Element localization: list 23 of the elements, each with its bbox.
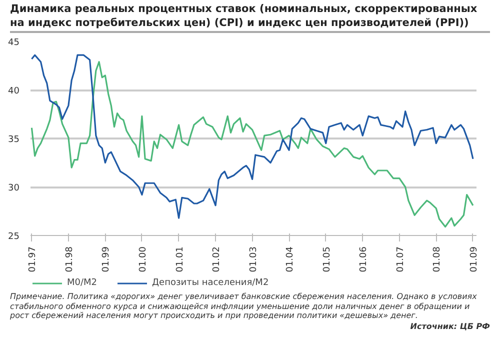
x-tick-label: 01.05: [322, 246, 332, 273]
x-tick-label: 01.08: [432, 246, 443, 273]
x-tick-label: 01.06: [359, 246, 370, 273]
x-tick-label: 01.99: [102, 246, 112, 273]
y-tick-label: 30: [8, 184, 20, 194]
y-tick-label: 25: [8, 232, 20, 242]
y-tick-label: 35: [8, 135, 20, 146]
x-tick-label: 01.98: [64, 246, 75, 273]
legend-label: Депозиты населения/M2: [152, 278, 269, 288]
legend-label: M0/M2: [67, 278, 98, 288]
x-tick-label: 01.09: [469, 246, 480, 273]
text: Примечание. Политика «дорогих» денег увеличивает банковские сбережения населения. Однако в условиях стабильного обменного курса и снижающейся инфляции уменьшение доли наличных денег в обращении и рост сбережений населения могут происходить и при проведении политики «дешевых» денег.: [10, 292, 478, 322]
text: Источник: ЦБ РФ: [410, 322, 490, 332]
x-tick-label: 01.02: [212, 246, 222, 273]
x-tick-label: 01.01: [175, 246, 186, 273]
x-tick-label: 01.97: [28, 246, 38, 273]
y-tick-label: 45: [8, 38, 20, 48]
x-tick-label: 01.00: [138, 246, 148, 273]
x-tick-label: 01.07: [396, 246, 406, 273]
y-tick-label: 40: [8, 86, 20, 97]
x-tick-label: 01.03: [248, 246, 259, 273]
chart-title: Динамика реальных процентных ставок (номинальных, скорректированных на индекс потребительских цен) (CPI) и индекс цен производителей (PPI)): [10, 3, 490, 30]
x-tick-label: 01.04: [286, 246, 296, 273]
